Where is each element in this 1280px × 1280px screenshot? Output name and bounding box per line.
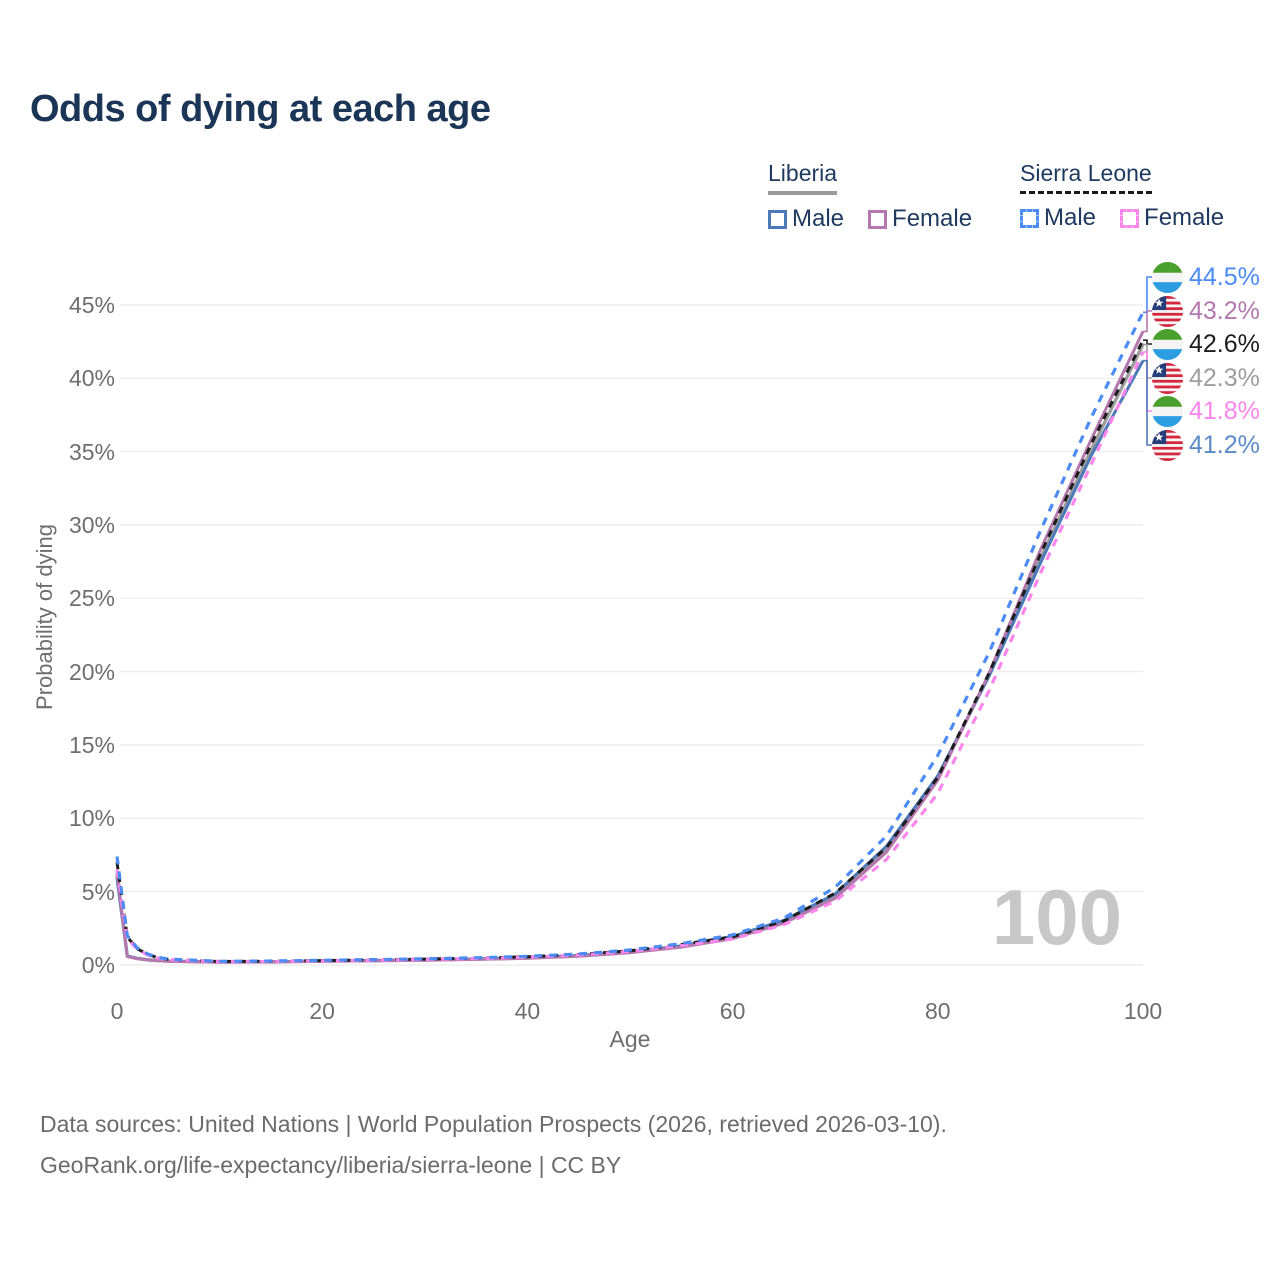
- series-line-sierra-leone-all[interactable]: [115, 339, 1145, 963]
- y-tick-label: 45%: [68, 292, 115, 318]
- watermark-age-100: 100: [991, 873, 1122, 961]
- sierra-leone-flag-icon: [1152, 328, 1183, 360]
- legend-item-liberia-male[interactable]: Male: [768, 205, 844, 233]
- legend-title-sierra-leone: Sierra Leone: [1020, 160, 1152, 194]
- y-tick-label: 10%: [68, 805, 115, 832]
- end-label-row-liberia-female[interactable]: 43.2%: [1152, 295, 1260, 327]
- end-label-row-liberia-all[interactable]: 42.3%: [1152, 362, 1260, 394]
- attribution-link-text[interactable]: GeoRank.org/life-expectancy/liberia/sier…: [40, 1152, 622, 1178]
- end-label-value: 44.5%: [1189, 262, 1260, 291]
- series-line-sierra-leone-male[interactable]: [115, 311, 1145, 963]
- x-tick-label: 100: [1123, 998, 1163, 1024]
- liberia-flag-icon: [1152, 295, 1183, 327]
- y-tick-label: 30%: [68, 512, 115, 538]
- legend-item-label: Male: [1044, 204, 1097, 231]
- page-title: Odds of dying at each age: [30, 88, 491, 130]
- x-axis-title: Age: [609, 1026, 651, 1052]
- sierra-leone-male-swatch-icon: [1020, 208, 1039, 228]
- y-tick-label: 35%: [68, 438, 115, 465]
- end-label-row-liberia-male[interactable]: 41.2%: [1152, 429, 1260, 461]
- x-tick-label: 40: [514, 998, 541, 1024]
- legend-item-sierra-leone-male[interactable]: Male: [1020, 204, 1096, 232]
- x-tick-label: 0: [110, 998, 124, 1024]
- sierra-leone-flag-icon: [1152, 395, 1183, 427]
- y-tick-label: 20%: [68, 658, 115, 685]
- leader-line-sierra-leone-all: [1143, 339, 1152, 345]
- legend-item-liberia-female[interactable]: Female: [868, 205, 972, 233]
- legend-item-sierra-leone-female[interactable]: Female: [1120, 204, 1224, 232]
- liberia-flag-icon: [1152, 362, 1183, 394]
- end-label-value: 41.2%: [1189, 430, 1260, 459]
- y-tick-label: 5%: [81, 878, 115, 905]
- leader-line-sierra-leone-male: [1143, 276, 1152, 314]
- series-line-liberia-female[interactable]: [115, 330, 1145, 964]
- leader-line-liberia-male: [1143, 359, 1152, 446]
- end-label-value: 42.3%: [1189, 363, 1260, 392]
- legend-item-label: Female: [892, 205, 973, 232]
- sierra-leone-female-swatch-icon: [1120, 208, 1140, 228]
- legend-item-label: Female: [1144, 204, 1225, 231]
- y-axis-title: Probability of dying: [32, 524, 57, 710]
- y-tick-label: 0%: [81, 952, 115, 978]
- series-line-liberia-male[interactable]: [115, 359, 1145, 964]
- y-tick-label: 15%: [68, 732, 115, 758]
- end-label-row-sierra-leone-male[interactable]: 44.5%: [1152, 261, 1260, 293]
- legend-item-label: Male: [792, 205, 845, 232]
- y-tick-label: 40%: [68, 365, 115, 392]
- liberia-female-swatch-icon: [868, 209, 888, 229]
- end-label-row-sierra-leone-all[interactable]: 42.6%: [1152, 328, 1260, 360]
- y-tick-label: 25%: [68, 585, 115, 612]
- legend-group-sierra-leone: Sierra Leone Male Female: [1020, 160, 1248, 232]
- series-line-sierra-leone-female[interactable]: [115, 351, 1145, 964]
- legend-group-liberia: Liberia Male Female: [768, 160, 996, 233]
- x-tick-label: 60: [719, 998, 746, 1024]
- footer: Data sources: United Nations | World Pop…: [40, 1104, 947, 1186]
- data-sources-text: Data sources: United Nations | World Pop…: [40, 1111, 947, 1137]
- x-tick-label: 20: [309, 998, 335, 1024]
- end-label-value: 42.6%: [1189, 329, 1260, 358]
- liberia-flag-icon: [1152, 429, 1183, 461]
- sierra-leone-flag-icon: [1152, 261, 1183, 293]
- leader-line-liberia-female: [1143, 310, 1152, 333]
- x-tick-label: 80: [925, 998, 951, 1024]
- end-label-value: 43.2%: [1189, 296, 1260, 325]
- legend-title-liberia: Liberia: [768, 160, 838, 195]
- series-line-liberia-all[interactable]: [115, 343, 1145, 964]
- liberia-male-swatch-icon: [768, 209, 787, 229]
- end-label-value: 41.8%: [1189, 396, 1260, 425]
- end-label-row-sierra-leone-female[interactable]: 41.8%: [1152, 395, 1260, 427]
